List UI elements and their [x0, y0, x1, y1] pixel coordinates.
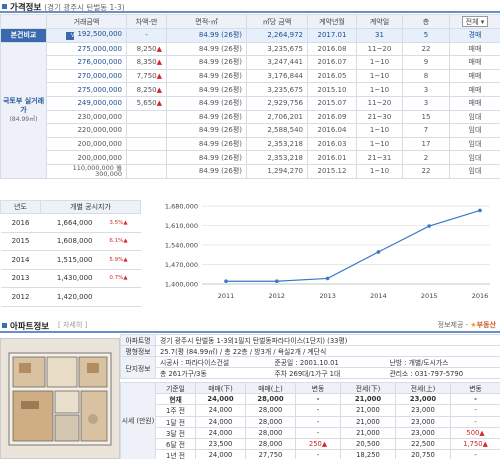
table-row[interactable]: 200,000,000 84.99 (26평) 2,353,218 2016.0… [1, 136, 500, 152]
y-tick-label: 1,680,000 [165, 203, 198, 211]
x-tick-label: 2015 [421, 292, 438, 300]
header-unit-price: ㎡당 금액 [246, 14, 308, 29]
series-line [226, 209, 481, 282]
header-official-price: 개별 공시지가 [40, 200, 141, 214]
section-bullet-icon [2, 4, 7, 9]
section-bullet-icon [2, 323, 7, 328]
y-tick-label: 1,540,000 [165, 242, 198, 250]
market-header: 시세 (만원) 기준일 매매(下) 매매(上) 변동 전세(下) 전세(上) 변… [120, 381, 500, 459]
type-filter-cell: 전체 ▾ [449, 14, 500, 29]
table-row: 현재 24,000 28,000 - 21,000 23,000 - [121, 393, 500, 406]
header-price: 거래금액 [46, 14, 127, 29]
data-point [325, 276, 330, 281]
market-label: 시세 (만원) [120, 381, 156, 459]
apt-area: 25.7(평 (84.99㎡) / 총 22층 / 방3개 / 욕실2개 / 계… [155, 345, 500, 357]
table-row: 1년 전 24,000 27,750 - 18,250 20,750 - [121, 449, 500, 459]
market-price-table: 시세 (만원) 기준일 매매(下) 매매(上) 변동 전세(下) 전세(上) 변… [120, 381, 500, 459]
x-tick-label: 2011 [218, 292, 235, 300]
apt-households: 총 261가구/3동 [155, 367, 271, 379]
header-blank [0, 14, 47, 29]
data-point [478, 208, 482, 213]
official-price-table: 년도 개별 공시지가 2016 1,664,000 3.5%▲ 2015 1,6… [0, 200, 141, 307]
table-row[interactable]: 200,000,000 84.99 (26평) 2,353,218 2016.0… [1, 150, 500, 165]
header-day: 계약일 [356, 14, 403, 29]
table-row[interactable]: 270,000,000 7,750▲ 84.99 (26평) 3,176,844… [1, 68, 500, 84]
star-logo-icon: ★ [470, 321, 477, 329]
detail-link[interactable]: [ 자세히 ] [58, 321, 88, 329]
table-row[interactable]: 110,000,000 월 300,000 84.99 (26평) 1,294,… [1, 163, 500, 179]
check-icon: V [66, 32, 75, 41]
price-section-title: 가격정보 (경기 광주시 탄벌동 1-3) [2, 1, 125, 13]
compare-label: 본건비교 [0, 28, 47, 43]
table-row: 6달 전 23,500 28,000 250▲ 20,500 22,500 1,… [121, 437, 500, 451]
section-divider [0, 331, 500, 333]
gov-price-label: 국토부 실거래가 (84.99㎡) [0, 41, 47, 179]
up-arrow-icon: ▲ [156, 99, 162, 108]
table-row: 2015 1,608,000 6.1%▲ [0, 231, 141, 251]
data-point [275, 279, 279, 284]
apt-builder: 시공사 : 파라다이스건설 [155, 356, 271, 368]
table-row[interactable]: 국토부 실거래가 (84.99㎡) 275,000,000 8,250▲ 84.9… [0, 41, 500, 179]
compare-row: 본건비교 V 192,500,000 - 84.99 (26평) 2,264,97… [0, 28, 500, 43]
header-date: 계약년월 [307, 14, 357, 29]
apt-parking: 주차 269대/1가구 1대 [270, 367, 386, 379]
apt-office: 관리소 : 031-797-5790 [385, 367, 500, 379]
table-row: 2014 1,515,000 5.9%▲ [0, 250, 141, 270]
up-arrow-icon: ▲ [156, 85, 162, 94]
apt-name: 경기 광주시 탄벌동 1-3외1필지 탄벌동파라다이스(1단지) (33평) [155, 334, 500, 346]
table-row: 3달 전 24,000 28,000 - 21,000 23,000 500▲ [121, 426, 500, 439]
y-tick-label: 1,470,000 [165, 261, 198, 269]
apt-heating: 난방 : 개별/도시가스 [385, 356, 500, 368]
apt-completed: 준공일 : 2001.10.01 [270, 356, 386, 368]
data-point [427, 224, 432, 228]
table-row[interactable]: 230,000,000 84.99 (26평) 2,706,201 2016.0… [1, 109, 500, 125]
table-row[interactable]: 276,000,000 8,350▲ 84.99 (26평) 3,247,441… [1, 55, 500, 70]
header-year: 년도 [0, 200, 41, 214]
up-arrow-icon: ▲ [156, 58, 162, 67]
data-point [224, 279, 228, 284]
compare-price-cell: V 192,500,000 [46, 28, 127, 43]
floor-plan-drawing [8, 352, 112, 446]
apartment-info-table: 아파트명 경기 광주시 탄벌동 1-3외1필지 탄벌동파라다이스(1단지) (3… [120, 334, 500, 379]
chevron-down-icon: ▾ [480, 18, 485, 26]
table-row: 2013 1,430,000 0.7%▲ [0, 268, 141, 288]
section-divider [0, 11, 500, 13]
y-tick-label: 1,610,000 [165, 222, 198, 230]
floor-plan-image[interactable] [0, 338, 120, 459]
type-filter-select[interactable]: 전체 ▾ [461, 16, 489, 27]
x-tick-label: 2016 [472, 292, 489, 300]
apt-area-label: 평형정보 [120, 345, 156, 357]
header-area: 면적-㎡ [166, 14, 247, 29]
provider-credit: 정보제공 - ★부동산 [437, 321, 496, 329]
price-table: 거래금액 차액-만 면적-㎡ ㎡당 금액 계약년월 계약일 층 전체 ▾ 본건비… [0, 14, 500, 179]
apartment-section-title: 아파트정보 [2, 320, 49, 332]
table-row[interactable]: 220,000,000 84.99 (26평) 2,588,540 2016.0… [1, 123, 500, 138]
x-tick-label: 2012 [269, 292, 286, 300]
table-row[interactable]: 249,000,000 5,650▲ 84.99 (26평) 2,929,756… [1, 95, 500, 111]
apt-name-label: 아파트명 [120, 334, 156, 346]
table-row: 1달 전 24,000 28,000 - 21,000 23,000 - [121, 415, 500, 428]
x-tick-label: 2013 [319, 292, 336, 300]
price-table-header: 거래금액 차액-만 면적-㎡ ㎡당 금액 계약년월 계약일 층 전체 ▾ [0, 14, 500, 29]
x-tick-label: 2014 [370, 292, 387, 300]
official-price-chart: 1,680,000 1,610,000 1,540,000 1,470,000 1,40… [165, 203, 490, 300]
table-row: 1주 전 24,000 28,000 - 21,000 23,000 - [121, 404, 500, 417]
table-row: 2016 1,664,000 3.5%▲ [0, 213, 141, 233]
data-point [376, 250, 381, 254]
up-arrow-icon: ▲ [156, 44, 162, 53]
up-arrow-icon: ▲ [156, 72, 162, 81]
y-tick-label: 1,400,000 [165, 281, 198, 289]
header-floor: 층 [402, 14, 450, 29]
table-row[interactable]: 275,000,000 8,250▲ 84.99 (26평) 3,235,675… [1, 82, 500, 97]
table-row: 2012 1,420,000 [0, 287, 141, 307]
apt-complex-label: 단지정보 [120, 356, 156, 379]
header-diff: 차액-만 [126, 14, 167, 29]
